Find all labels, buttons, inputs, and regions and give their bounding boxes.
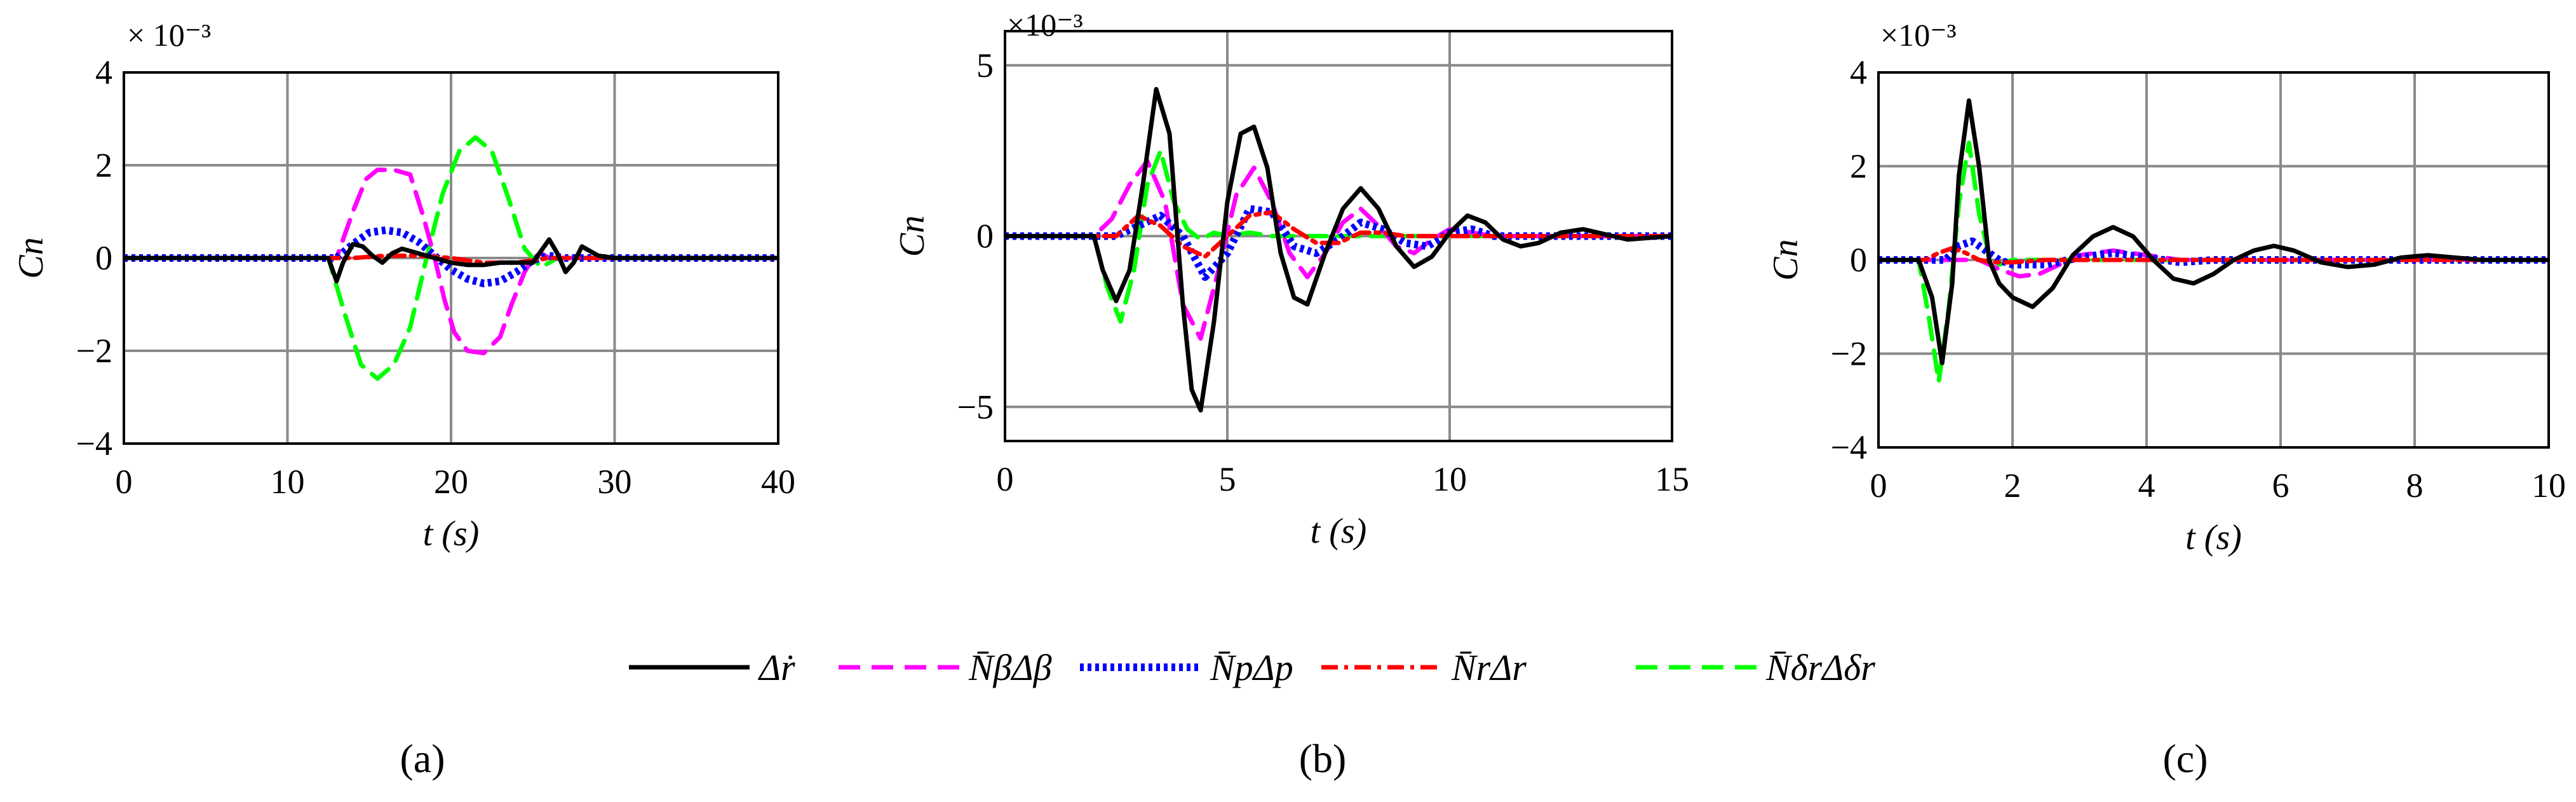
x-tick-label: 30 xyxy=(598,463,632,501)
y-axis-label: Cn xyxy=(1766,239,1805,280)
legend-item: N̄rΔr xyxy=(1321,647,1527,688)
legend-item: Δṙ xyxy=(629,647,795,688)
series-line-1 xyxy=(1005,86,1672,413)
legend-item: N̄δrΔδr xyxy=(1636,647,1875,688)
legend-item: N̄pΔp xyxy=(1080,647,1293,688)
legend-label: N̄rΔr xyxy=(1451,647,1527,688)
y-axis-label: Cn xyxy=(893,215,932,257)
y-tick-label: 4 xyxy=(1850,53,1867,92)
plot-frame xyxy=(1004,30,1673,442)
y-tick-label: 2 xyxy=(95,146,112,184)
x-tick-label: 40 xyxy=(761,463,795,501)
x-tick-label: 4 xyxy=(2138,466,2155,505)
series-line-5 xyxy=(1878,140,2549,384)
x-tick-label: 0 xyxy=(1870,466,1887,505)
legend-label: Δṙ xyxy=(758,647,795,688)
x-axis-label: t (s) xyxy=(2185,518,2242,557)
panel-3: 0 2 4 6 8 10 −4 −2 0 2 4 ×10⁻³ t (s) Cn (c) xyxy=(1766,17,2566,781)
y-tick-label: −4 xyxy=(1831,428,1867,466)
x-tick-label: 8 xyxy=(2406,466,2424,505)
series-group xyxy=(124,135,778,381)
x-tick-label: 10 xyxy=(271,463,305,501)
x-tick-label: 10 xyxy=(1433,460,1467,498)
series-group xyxy=(1005,86,1672,413)
y-tick-label: −4 xyxy=(76,425,112,463)
series-line-2 xyxy=(124,167,778,356)
plot-frame xyxy=(123,71,779,445)
x-tick-label: 0 xyxy=(997,460,1014,498)
panel-label: (c) xyxy=(2162,736,2208,781)
legend-item: N̄βΔβ xyxy=(839,647,1052,688)
x-tick-label: 15 xyxy=(1655,460,1689,498)
series-group xyxy=(1878,98,2549,384)
y-tick-label: −5 xyxy=(957,388,994,426)
legend-label: N̄pΔp xyxy=(1210,647,1293,688)
y-tick-label: 5 xyxy=(976,46,994,85)
series-line-2 xyxy=(1005,158,1672,341)
y-tick-label: 0 xyxy=(976,217,994,255)
x-tick-label: 10 xyxy=(2532,466,2566,505)
y-tick-label: 4 xyxy=(95,53,112,92)
plot-frame xyxy=(1877,71,2550,449)
series-line-4 xyxy=(1878,246,2549,265)
series-line-4 xyxy=(124,253,778,265)
legend-label: N̄βΔβ xyxy=(968,647,1052,688)
legend: Δṙ N̄βΔβ N̄pΔp N̄rΔr N̄δrΔδr xyxy=(629,647,1875,688)
y-tick-label: −2 xyxy=(1831,335,1867,373)
panel-2: 0 5 10 15−505×10⁻³t (s)Cn(b) xyxy=(893,7,1689,781)
x-tick-label: 20 xyxy=(434,463,468,501)
exponent-label: ×10⁻³ xyxy=(1007,7,1083,43)
x-tick-label: 2 xyxy=(2004,466,2021,505)
x-tick-label: 5 xyxy=(1219,460,1236,498)
exponent-label: ×10⁻³ xyxy=(1880,17,1957,53)
panel-label: (a) xyxy=(400,736,445,781)
x-tick-label: 6 xyxy=(2272,466,2289,505)
y-axis-label: Cn xyxy=(11,237,51,278)
y-tick-label: 2 xyxy=(1850,147,1867,186)
exponent-label: × 10⁻³ xyxy=(127,17,211,53)
y-tick-label: −2 xyxy=(76,332,112,370)
panel-1: 0 10 20 30 40 −4 −2 0 2 4 × 10⁻³ t (s) Cn (a) xyxy=(11,17,795,781)
y-tick-label: 0 xyxy=(95,239,112,277)
series-line-1 xyxy=(124,237,778,283)
legend-label: N̄δrΔδr xyxy=(1765,647,1875,688)
x-axis-label: t (s) xyxy=(423,514,480,554)
x-axis-label: t (s) xyxy=(1311,512,1367,551)
y-tick-label: 0 xyxy=(1850,241,1867,279)
series-line-5 xyxy=(124,135,778,381)
series-line-3 xyxy=(124,226,778,288)
panel-label: (b) xyxy=(1299,736,1347,781)
x-tick-label: 0 xyxy=(116,463,133,501)
series-line-1 xyxy=(1878,98,2549,365)
